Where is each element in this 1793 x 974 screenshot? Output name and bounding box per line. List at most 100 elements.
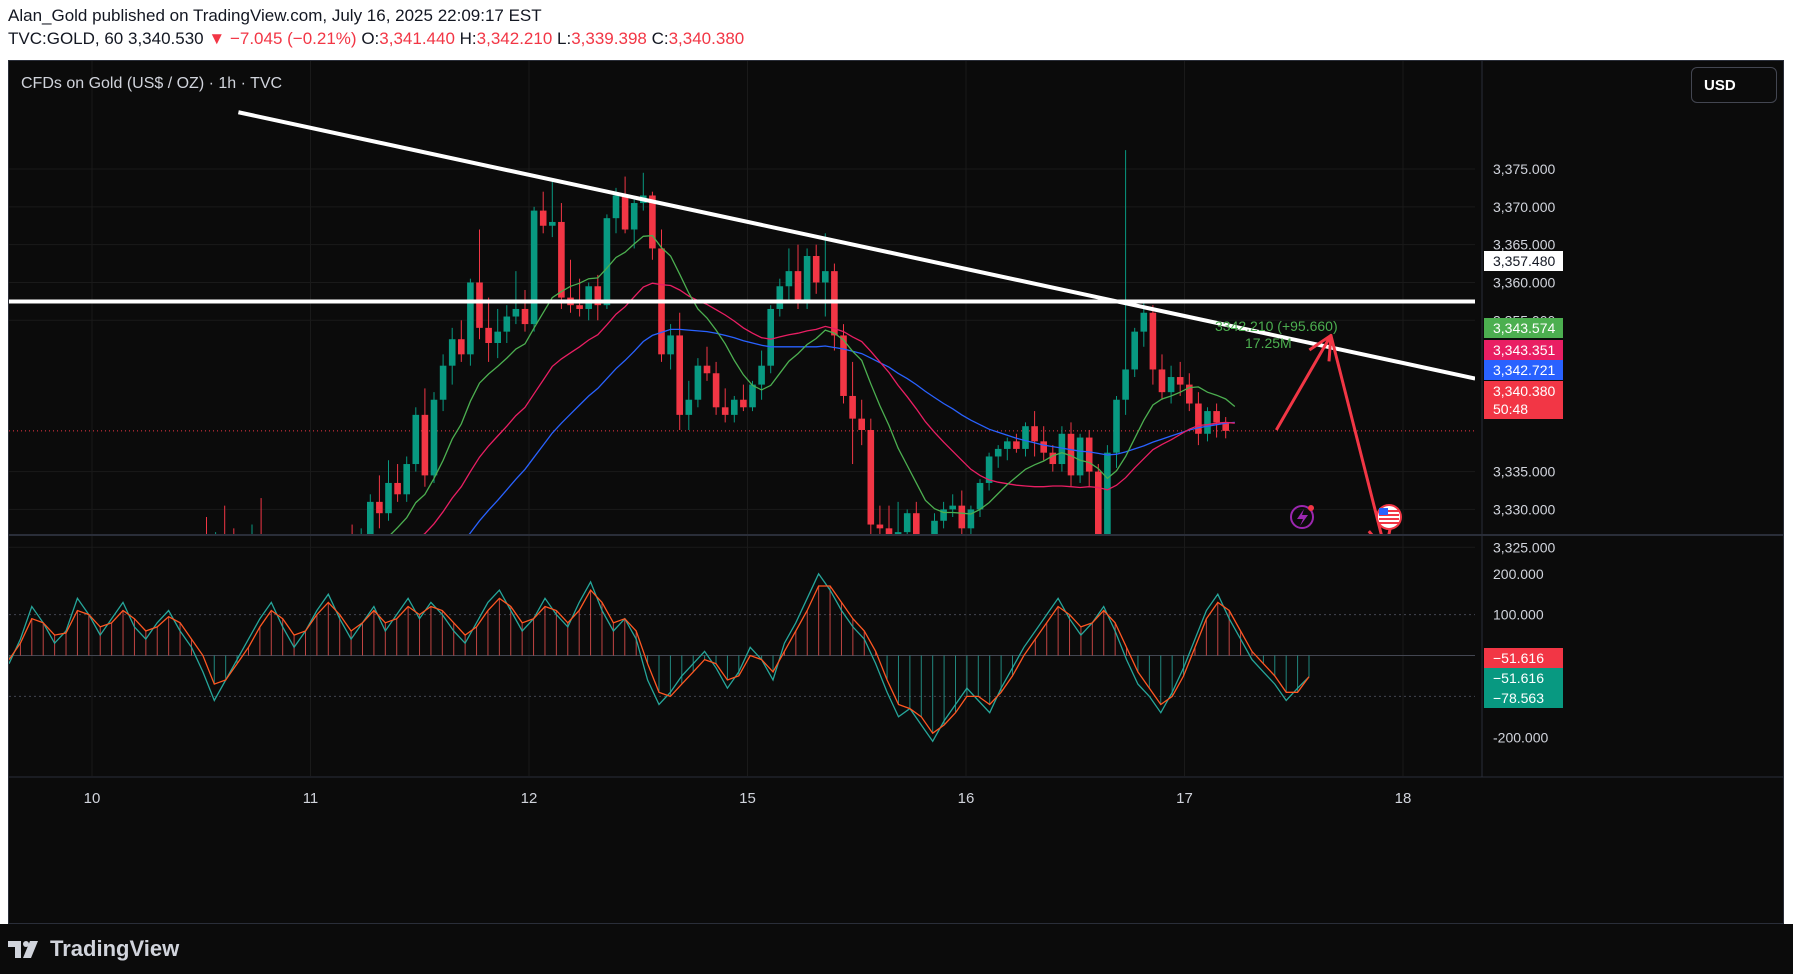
flag-stripe	[1379, 514, 1399, 516]
symbol-label: TVC:GOLD, 60	[8, 29, 124, 48]
x-tick-label: 15	[739, 790, 756, 807]
candle-body	[240, 574, 247, 593]
candle-body	[1076, 437, 1084, 476]
chart-symbol-title: CFDs on Gold (US$ / OZ) · 1h · TVC	[21, 75, 283, 92]
candle-body	[621, 195, 629, 230]
candle-body	[394, 482, 401, 495]
price-label: 3,343.574	[1493, 320, 1555, 336]
price-label: 3,343.351	[1493, 342, 1555, 358]
candle-body	[249, 536, 256, 574]
candle-body	[1213, 411, 1220, 423]
measure-label-price: 3342.210 (+95.660)	[1215, 318, 1338, 334]
price-label: 3,357.480	[1493, 253, 1555, 269]
osc-value-label: −51.616	[1493, 670, 1544, 686]
lightning-glyph	[1297, 509, 1308, 526]
osc-value-label: −78.563	[1493, 690, 1544, 706]
candle-body	[903, 513, 911, 533]
candle-body	[512, 308, 520, 317]
candle-body	[1176, 377, 1184, 385]
candle-body	[1067, 433, 1075, 476]
candle-body	[694, 365, 702, 400]
chart-area[interactable]: 10 11 12 15 16 17 18 3,375.000 3,370.000 3,365.00…	[8, 60, 1784, 924]
candle-body	[1040, 441, 1047, 453]
chart-canvas[interactable]: 10 11 12 15 16 17 18 3,375.000 3,370.000 3,365.00…	[9, 61, 1784, 924]
candle-body	[412, 414, 420, 465]
candle-body	[785, 271, 793, 287]
candle-body	[940, 509, 947, 521]
candle-body	[1085, 437, 1093, 472]
price-tick-label: 3,375.000	[1493, 161, 1555, 177]
candle-body	[794, 271, 802, 302]
candle-body	[1204, 411, 1211, 434]
measure-label-volume: 17.25M	[1245, 335, 1292, 351]
candle-body	[603, 218, 611, 306]
candle-body	[349, 551, 356, 570]
price-tick-label: 3,330.000	[1493, 501, 1555, 517]
candle-body	[576, 305, 583, 309]
price-label-bg	[1484, 340, 1563, 360]
candle-body	[767, 308, 774, 366]
open-value: 3,341.440	[379, 29, 455, 48]
candle-body	[1186, 384, 1193, 404]
flag-stripe	[1379, 522, 1399, 524]
price-label-bg	[1484, 318, 1563, 338]
candle-body	[967, 509, 975, 529]
candle-body	[630, 203, 638, 230]
main-pane: 3342.210 (+95.660)17.25M	[9, 110, 1475, 615]
tradingview-brand: TradingView	[50, 936, 180, 961]
tradingview-logo[interactable]: TradingView	[8, 936, 179, 962]
candle-body	[758, 365, 765, 385]
candle-body	[612, 195, 620, 219]
candle-body	[258, 536, 265, 570]
countdown-label-bg	[1484, 399, 1563, 419]
published-by-line: Alan_Gold published on TradingView.com, …	[8, 6, 542, 25]
candle-body	[994, 448, 1002, 457]
currency-button[interactable]: USD	[1691, 67, 1777, 103]
price-label-bg	[1484, 381, 1563, 401]
candle-body	[1095, 471, 1102, 534]
candle-body	[667, 335, 674, 355]
price-tick-label: 3,335.000	[1493, 464, 1555, 480]
osc-value-label-bg	[1484, 648, 1563, 668]
flag-canton	[1379, 508, 1388, 515]
candle-body	[1167, 377, 1175, 393]
osc-tick-label: 200.000	[1493, 566, 1544, 582]
candle-body	[840, 335, 847, 396]
price-label-bg	[1484, 251, 1563, 271]
candle-body	[458, 339, 465, 355]
candle-body	[231, 559, 238, 593]
osc-line-b	[9, 585, 1310, 735]
candle-body	[276, 585, 283, 589]
candle-body	[176, 571, 183, 600]
candle-body	[467, 282, 474, 355]
price-label: 3,342.721	[1493, 362, 1555, 378]
candle-body	[221, 543, 228, 558]
price-tick-label: 3,325.000	[1493, 539, 1555, 555]
candle-body	[1022, 426, 1029, 449]
projection-arrow-head-up	[1308, 333, 1333, 362]
x-tick-label: 17	[1176, 790, 1193, 807]
candle-body	[448, 339, 456, 366]
x-tick-label: 11	[303, 790, 319, 807]
candle-body	[1195, 403, 1202, 434]
ohlc-line: TVC:GOLD, 60 3,340.530 ▼ −7.045 (−0.21%)…	[8, 29, 744, 49]
candle-body	[367, 501, 374, 534]
candle-body	[530, 210, 538, 325]
tradingview-logo-icon	[8, 941, 38, 958]
candle-body	[913, 513, 920, 534]
price-tick-label: 3,365.000	[1493, 237, 1555, 253]
candle-body	[1140, 312, 1148, 332]
candle-body	[703, 365, 711, 374]
candle-body	[403, 464, 410, 495]
projection-arrow	[1275, 333, 1383, 534]
x-tick-label: 10	[84, 790, 101, 807]
candle-body	[958, 505, 966, 529]
candle-body	[931, 520, 938, 534]
candle-body	[985, 456, 993, 483]
candle-body	[731, 399, 738, 415]
publication-header: Alan_Gold published on TradingView.com, …	[0, 0, 1793, 60]
candle-body	[303, 596, 310, 615]
flag-stripe	[1379, 510, 1399, 512]
candle-body	[803, 255, 811, 302]
candle-body	[976, 482, 984, 510]
